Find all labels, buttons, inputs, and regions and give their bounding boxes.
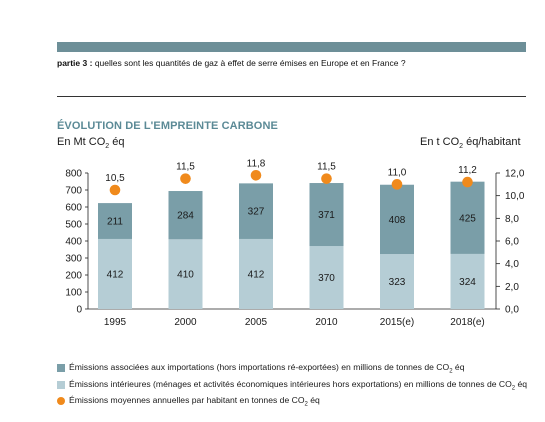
right-axis-tick-label: 10,0 [505, 191, 525, 202]
x-axis-tick-label: 2000 [174, 317, 197, 328]
x-axis-tick-label: 2005 [245, 317, 268, 328]
bar-imports-label: 425 [459, 213, 476, 224]
bar-imports-label: 327 [248, 207, 265, 218]
legend-item-imports: Émissions associées aux importations (ho… [57, 362, 537, 378]
carbon-footprint-chart: 0 100 200 300 400 500 600 700 800 0,0 2,0 4,0 6,0 8,0… [65, 158, 525, 328]
section-heading: partie 3 : quelles sont les quantités de… [57, 58, 406, 68]
part-label: partie 3 : [57, 58, 93, 68]
bar-imports [450, 181, 485, 254]
left-axis-tick-label: 0 [76, 305, 82, 316]
x-axis-tick-label: 2015(e) [380, 317, 414, 328]
per-capita-point [109, 184, 121, 196]
left-axis-tick-label: 300 [65, 254, 82, 265]
x-axis-tick-label: 2018(e) [450, 317, 484, 328]
legend-item-domestic: Émissions intérieures (ménages et activi… [57, 379, 537, 395]
bar-imports-label: 408 [389, 215, 406, 226]
bar-domestic-label: 323 [389, 277, 406, 288]
per-capita-label: 11,2 [458, 165, 477, 176]
per-capita-point [180, 173, 191, 184]
left-axis-tick-label: 600 [65, 203, 82, 214]
right-axis-unit: En t CO2 éq/habitant [420, 136, 521, 151]
per-capita-point [391, 179, 403, 190]
header-bar [57, 42, 526, 52]
left-axis-unit: En Mt CO2 éq [57, 136, 125, 151]
legend-label: Émissions associées aux importations (ho… [69, 362, 465, 375]
left-axis-tick-label: 700 [65, 186, 82, 197]
legend-swatch [57, 364, 65, 372]
bar-domestic-label: 370 [318, 273, 335, 284]
left-axis-tick-label: 100 [65, 288, 82, 299]
bar-imports-label: 284 [177, 211, 194, 222]
right-axis-tick-label: 8,0 [505, 214, 519, 225]
right-axis-tick-label: 2,0 [505, 282, 519, 293]
bar-domestic [309, 246, 344, 309]
bar-domestic-label: 324 [459, 277, 476, 288]
legend-label: Émissions intérieures (ménages et activi… [69, 378, 528, 392]
legend-swatch [57, 380, 65, 389]
bar-imports [98, 203, 132, 239]
bar-imports [309, 183, 344, 247]
bar-imports-label: 211 [107, 217, 123, 228]
legend-swatch [57, 397, 65, 406]
bar-imports [168, 191, 203, 240]
left-axis-tick-label: 200 [65, 271, 82, 282]
bar-imports-label: 371 [318, 210, 335, 221]
bar-domestic-label: 412 [107, 269, 124, 280]
bar-domestic [239, 238, 273, 309]
left-axis-tick-label: 800 [65, 169, 82, 180]
per-capita-point [462, 176, 473, 188]
bar-domestic [450, 253, 485, 309]
per-capita-label: 11,8 [247, 158, 266, 169]
left-axis-tick-label: 500 [65, 220, 82, 231]
chart-title: ÉVOLUTION DE L'EMPREINTE CARBONE [57, 120, 278, 132]
per-capita-label: 11,0 [388, 167, 407, 178]
right-axis-tick-label: 4,0 [505, 259, 519, 270]
per-capita-point [250, 169, 262, 181]
bar-domestic-label: 410 [177, 270, 194, 281]
per-capita-label: 11,5 [176, 162, 195, 173]
bar-domestic-label: 412 [248, 269, 265, 280]
per-capita-label: 11,5 [317, 162, 336, 173]
per-capita-point [321, 173, 332, 184]
right-axis-tick-label: 0,0 [505, 305, 519, 316]
bar-imports [239, 183, 273, 239]
x-axis-tick-label: 1995 [104, 317, 127, 328]
bar-domestic [168, 239, 203, 309]
divider [57, 96, 526, 97]
bar-domestic [380, 254, 414, 309]
right-axis-tick-label: 12,0 [505, 169, 525, 180]
per-capita-label: 10,5 [105, 173, 125, 184]
right-axis-tick-label: 6,0 [505, 237, 519, 248]
bar-domestic [98, 238, 132, 309]
legend-label: Émissions moyennes annuelles par habitan… [69, 395, 320, 409]
legend: Émissions associées aux importations (ho… [57, 362, 537, 412]
bar-imports [380, 184, 414, 255]
x-axis-tick-label: 2010 [315, 317, 338, 328]
section-question: quelles sont les quantités de gaz à effe… [94, 58, 406, 68]
left-axis-tick-label: 400 [65, 237, 82, 248]
legend-item-per_capita: Émissions moyennes annuelles par habitan… [57, 395, 537, 411]
